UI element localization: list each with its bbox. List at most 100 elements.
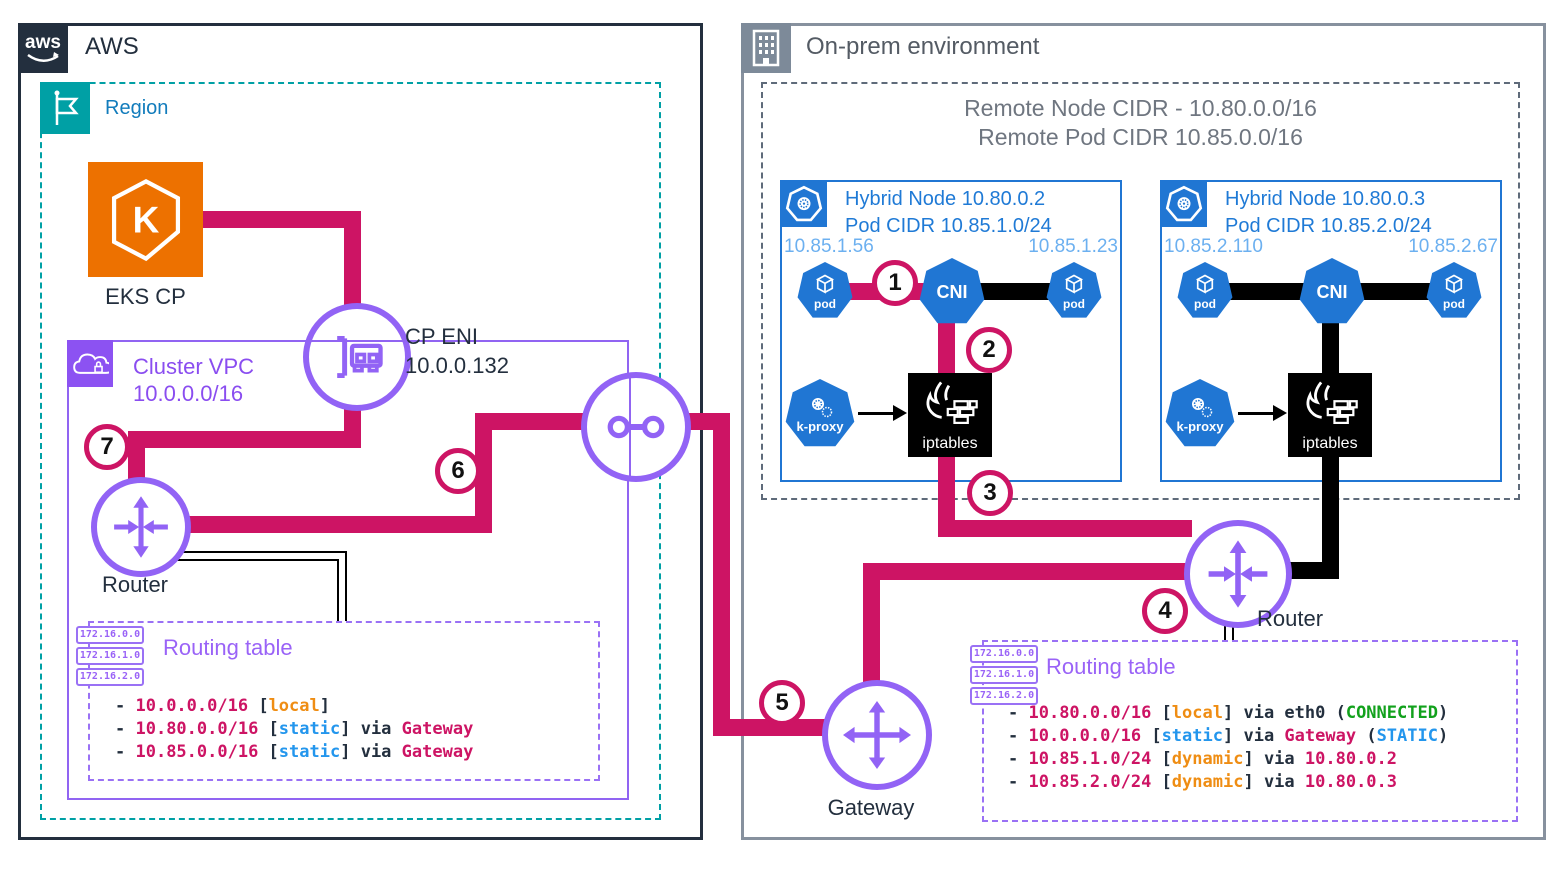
router-table-line-inner-h <box>150 559 339 561</box>
vpn-connector-node <box>581 372 691 482</box>
link-pod2l-cni2 <box>1225 283 1310 300</box>
pod-label: pod <box>1443 297 1465 311</box>
node1-pod-ip-right: 10.85.1.23 <box>1028 236 1118 257</box>
route-entry: - 10.85.2.0/24 [dynamic] via 10.80.0.3 <box>1008 772 1398 792</box>
vpc-name: Cluster VPC <box>133 354 255 379</box>
node1-pod-ip-left: 10.85.1.56 <box>784 236 874 257</box>
node1-title-line2: Pod CIDR 10.85.1.0/24 <box>845 215 1052 237</box>
onprem-label: On-prem environment <box>806 33 1040 60</box>
routing-table-right-icon: 172.16.0.0 172.16.1.0 172.16.2.0 <box>970 645 1038 708</box>
routing-table-right-box <box>982 640 1518 822</box>
aws-box-label: AWS <box>85 33 139 60</box>
node2-pod-left: pod <box>1177 262 1233 318</box>
link-eni-router-h <box>128 431 361 448</box>
routing-table-left-box <box>88 621 600 781</box>
kproxy-iptables-arrow-1 <box>858 412 896 415</box>
router-table-line-outer-v <box>345 551 347 621</box>
node2-kproxy: k-proxy <box>1165 379 1235 447</box>
eni-icon <box>337 335 383 379</box>
gears-icon <box>1192 398 1213 418</box>
link-gateway-router-h <box>863 563 1190 580</box>
link-cni1-pod1r <box>970 283 1055 300</box>
badge-5: 5 <box>759 680 805 726</box>
node1-cni: CNI <box>919 258 985 324</box>
routing-table-left-icon: 172.16.0.0 172.16.1.0 172.16.2.0 <box>76 626 144 689</box>
cube-icon <box>1195 274 1215 294</box>
node2-title-line2: Pod CIDR 10.85.2.0/24 <box>1225 215 1432 237</box>
routing-table-right-title: Routing table <box>1046 654 1176 679</box>
kproxy-label: k-proxy <box>1176 419 1224 434</box>
link-connector-gateway-v <box>713 413 730 736</box>
vpc-cidr: 10.0.0.0/16 <box>133 381 244 406</box>
route-entry: - 10.85.1.0/24 [dynamic] via 10.80.0.2 <box>1008 749 1398 769</box>
link-cni1-router-h <box>938 520 1192 537</box>
aws-logo-icon: aws <box>18 23 68 73</box>
connector-icon <box>607 415 665 439</box>
hybrid-node-2-icon <box>1160 180 1207 227</box>
aws-logo-text: aws <box>25 32 61 53</box>
firewall-flame-icon <box>926 381 978 424</box>
node2-pod-right: pod <box>1426 262 1482 318</box>
kproxy-iptables-arrow-2 <box>1238 412 1276 415</box>
remote-pod-cidr: Remote Pod CIDR 10.85.0.0/16 <box>978 124 1303 150</box>
routing-table-right-entries: - 10.80.0.0/16 [local] via eth0 (CONNECT… <box>1008 702 1448 794</box>
cube-icon <box>815 274 835 294</box>
badge-1: 1 <box>872 260 918 306</box>
link-router-connector-h1 <box>168 516 492 533</box>
node1-pod-right: pod <box>1046 262 1102 318</box>
remote-cidr-box <box>761 82 1520 500</box>
iptables-label: iptables <box>922 435 978 452</box>
vpc-border-through-eni <box>309 340 405 342</box>
onprem-box <box>741 23 1546 840</box>
kproxy-iptables-arrowhead-1 <box>893 405 907 421</box>
firewall-flame-icon <box>1306 381 1358 424</box>
router-icon <box>1208 540 1268 608</box>
pod-label: pod <box>1194 297 1216 311</box>
hybrid-node-1-icon <box>780 180 827 227</box>
pod-label: pod <box>1063 297 1085 311</box>
route-chip: 172.16.2.0 <box>76 668 144 686</box>
node1-kproxy: k-proxy <box>785 379 855 447</box>
route-entry: - 10.85.0.0/16 [static] via Gateway <box>115 742 474 762</box>
cp-eni-label: CP ENI <box>405 324 478 349</box>
pod-label: pod <box>814 297 836 311</box>
kproxy-label: k-proxy <box>796 419 844 434</box>
route-chip: 172.16.0.0 <box>76 626 144 644</box>
badge-6: 6 <box>435 448 481 494</box>
link-gateway-router-v <box>863 563 880 683</box>
iptables-label: iptables <box>1302 435 1358 452</box>
route-chip: 172.16.0.0 <box>970 645 1038 663</box>
route-chip: 172.16.2.0 <box>970 687 1038 705</box>
gateway-node <box>822 680 932 790</box>
eks-label: EKS CP <box>105 284 186 309</box>
routing-table-left-title: Routing table <box>163 635 293 660</box>
badge-4: 4 <box>1142 588 1188 634</box>
link-eks-eni-v <box>344 211 361 311</box>
link-connector-gateway-h2 <box>713 719 827 736</box>
remote-cidr-text: Remote Node CIDR - 10.80.0.0/16 Remote P… <box>761 94 1520 152</box>
router-table-line-inner-v <box>337 559 339 621</box>
gears-icon <box>812 398 833 418</box>
route-entry: - 10.0.0.0/16 [local] <box>115 696 330 716</box>
building-icon <box>741 23 791 73</box>
routing-table-left-entries: - 10.0.0.0/16 [local] - 10.80.0.0/16 [st… <box>115 695 473 764</box>
route-entry: - 10.80.0.0/16 [static] via Gateway <box>115 719 474 739</box>
route-chip: 172.16.1.0 <box>76 647 144 665</box>
badge-7: 7 <box>84 424 130 470</box>
vpc-label: Cluster VPC 10.0.0.0/16 <box>133 353 254 407</box>
gateway-icon <box>843 701 911 769</box>
cni-label: CNI <box>936 281 968 302</box>
route-entry: - 10.0.0.0/16 [static] via Gateway (STAT… <box>1008 726 1449 746</box>
region-flag-icon <box>40 82 90 134</box>
badge-2: 2 <box>966 327 1012 373</box>
node2-iptables: iptables <box>1288 373 1372 457</box>
router-table-line-outer-h <box>150 551 347 553</box>
router-left-label: Router <box>101 572 169 597</box>
link-eni-router-v2 <box>128 431 145 481</box>
node1-iptables: iptables <box>908 373 992 457</box>
region-label: Region <box>105 97 169 119</box>
vpc-cloud-icon <box>67 340 113 387</box>
eks-k-letter: K <box>132 199 159 240</box>
link-cni2-router-h <box>1277 562 1339 579</box>
